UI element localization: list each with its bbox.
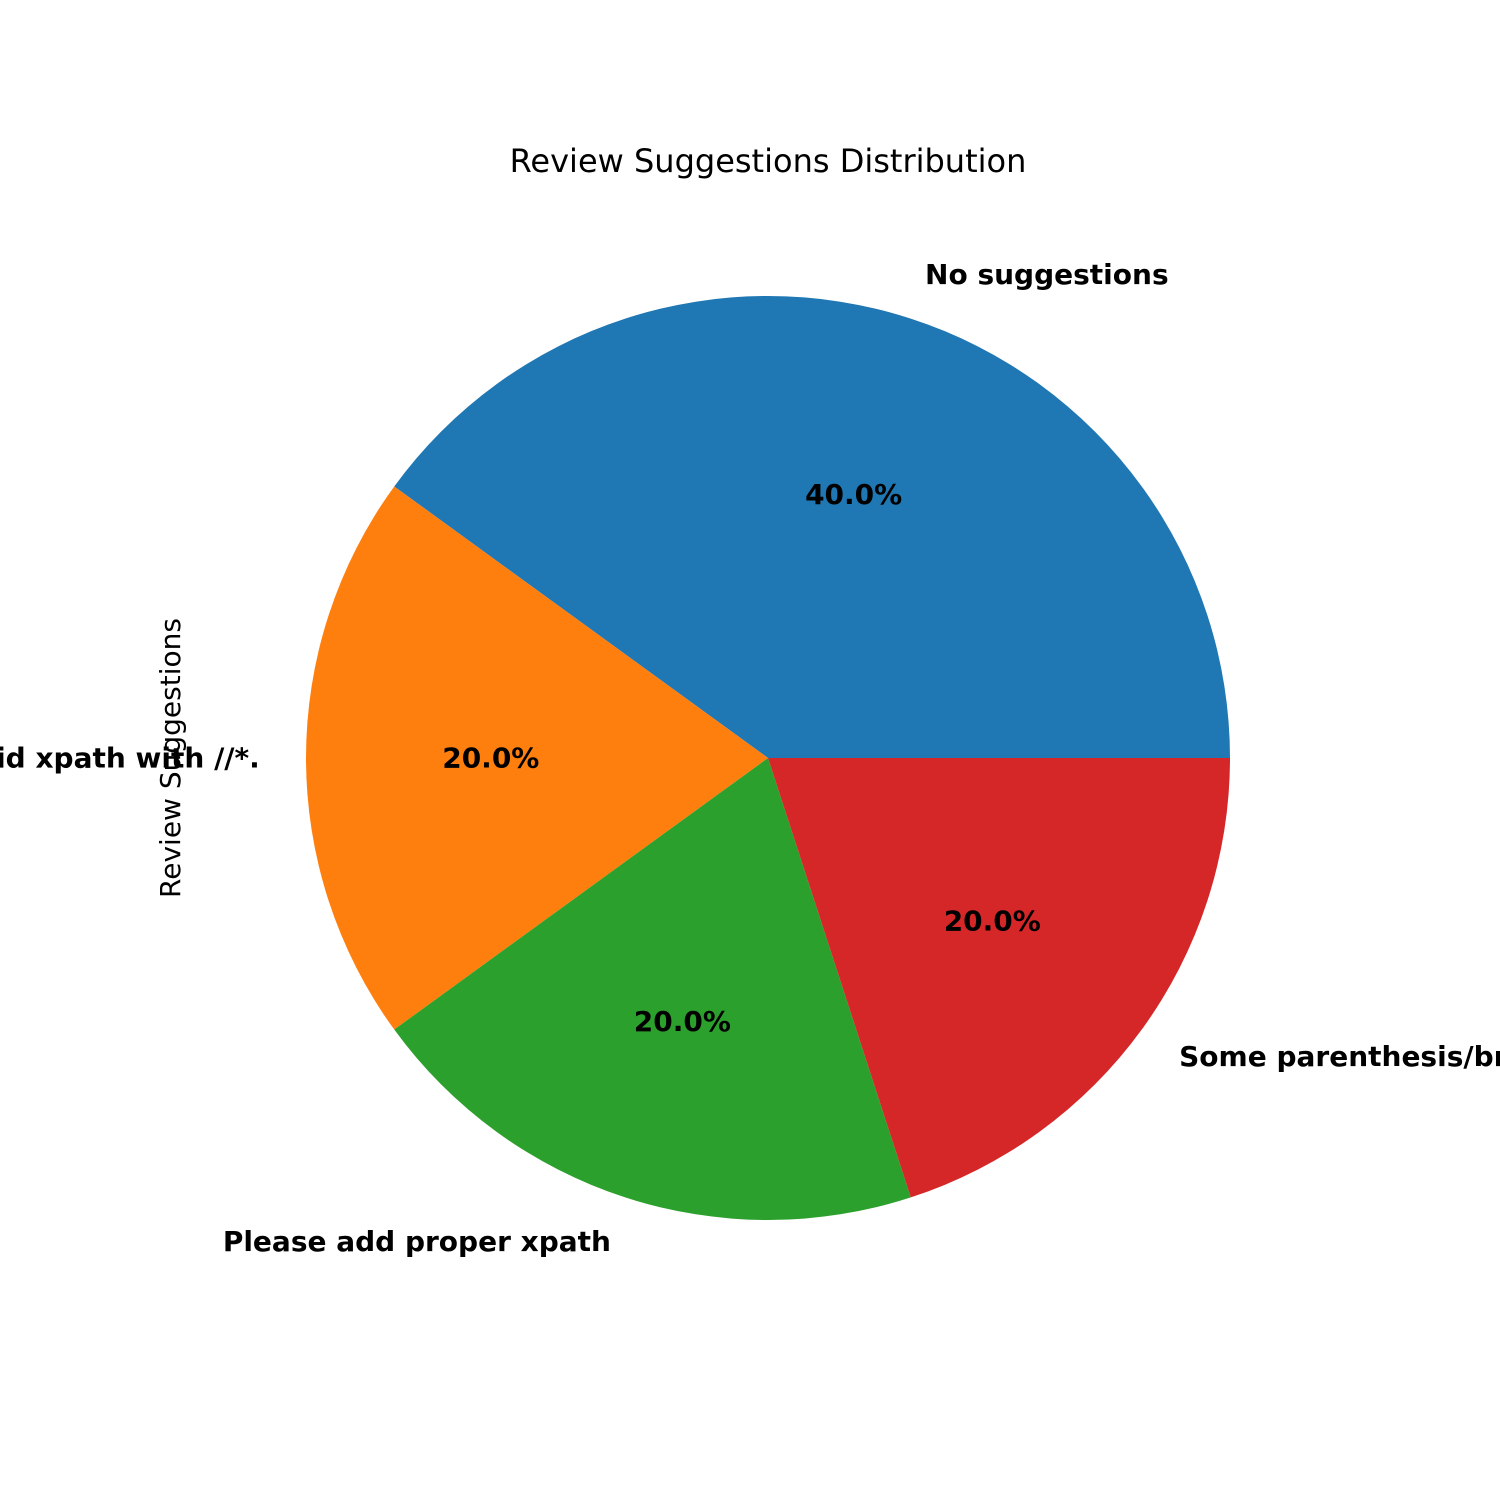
pie-slice-3 bbox=[768, 758, 1230, 1198]
category-label-3: Some parenthesis/brackets are missing bbox=[1179, 1040, 1500, 1073]
category-label-0: No suggestions bbox=[925, 258, 1169, 291]
percent-label-0: 40.0% bbox=[805, 478, 902, 511]
percent-label-2: 20.0% bbox=[634, 1005, 731, 1038]
category-labels: No suggestions Please avoid xpath with //… bbox=[0, 258, 1500, 1258]
category-label-2: Please add proper xpath bbox=[223, 1225, 611, 1258]
chart-title: Review Suggestions Distribution bbox=[510, 142, 1027, 180]
percent-label-3: 20.0% bbox=[944, 904, 1041, 937]
pie-slice-2 bbox=[394, 758, 911, 1220]
percent-label-1: 20.0% bbox=[442, 742, 539, 775]
pie-slices bbox=[306, 296, 1231, 1220]
pie-slice-1 bbox=[306, 486, 768, 1030]
category-label-1: Please avoid xpath with //*. bbox=[0, 742, 260, 775]
pie-slice-0 bbox=[394, 296, 1231, 758]
percent-labels: 40.0% 20.0% 20.0% 20.0% bbox=[442, 478, 1041, 1038]
y-axis-label: Review Suggestions bbox=[154, 618, 187, 898]
